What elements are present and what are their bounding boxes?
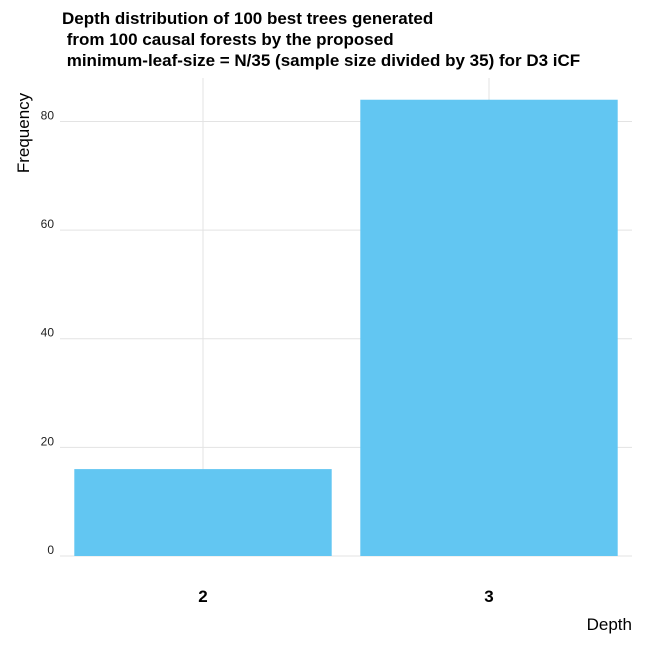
y-tick-label: 20 (41, 434, 55, 448)
bar-depth-2 (74, 469, 332, 556)
chart-title-line-2: from 100 causal forests by the proposed (62, 30, 394, 49)
y-axis-label: Frequency (14, 92, 33, 173)
y-tick-label: 60 (41, 217, 55, 231)
y-tick-label: 0 (47, 543, 54, 557)
chart-title-line-3: minimum-leaf-size = N/35 (sample size di… (62, 51, 580, 70)
y-tick-label: 80 (41, 108, 55, 122)
x-axis-label: Depth (587, 615, 632, 634)
bar-depth-3 (360, 99, 618, 557)
y-tick-label: 40 (41, 326, 55, 340)
x-tick-label: 3 (484, 587, 493, 606)
x-tick-label: 2 (198, 587, 207, 606)
y-tick-labels: 0 20 40 60 80 (41, 108, 55, 557)
chart-title-line-1: Depth distribution of 100 best trees gen… (62, 9, 433, 28)
bar-layer (74, 99, 618, 557)
